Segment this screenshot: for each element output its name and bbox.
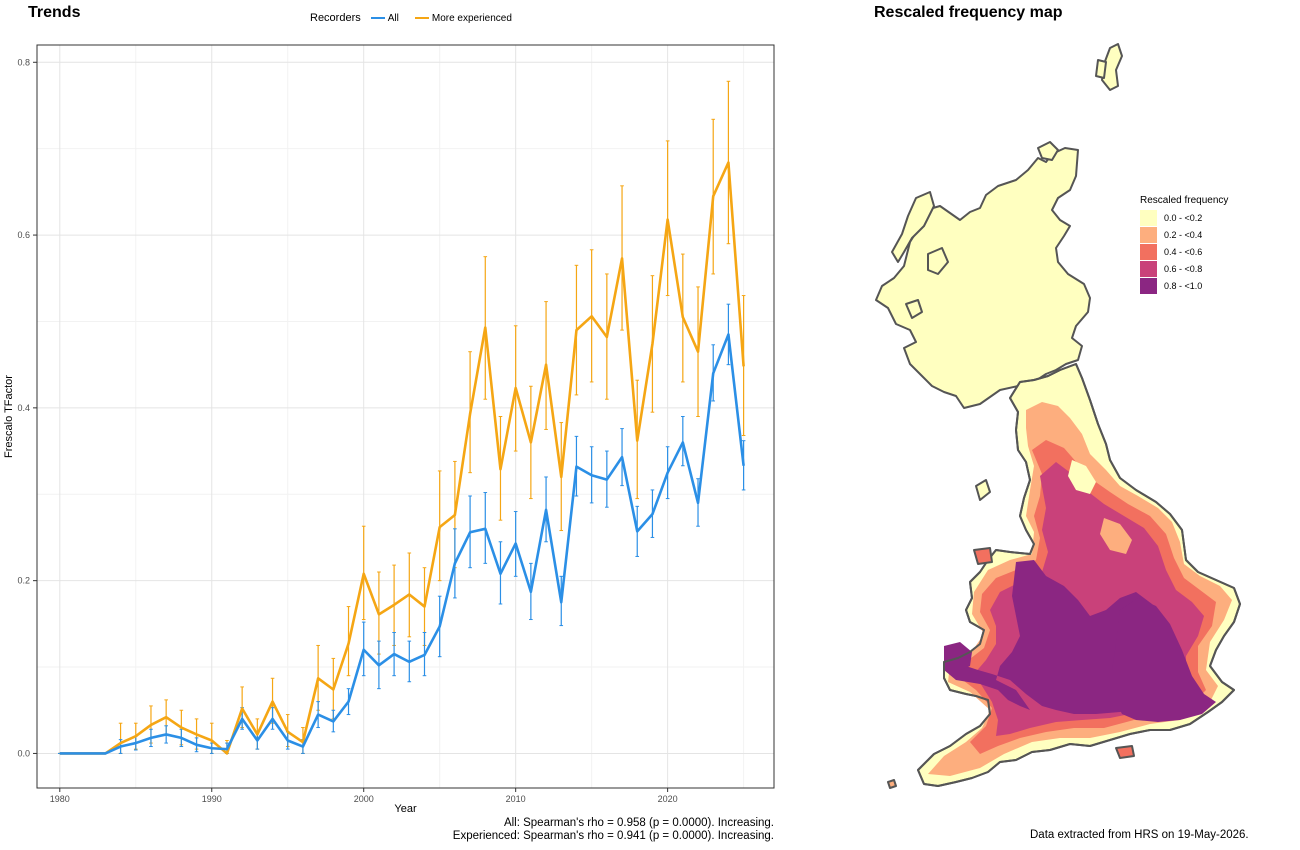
map-legend-swatch [1140, 277, 1157, 294]
map-zone-yellow-patch [1068, 460, 1096, 494]
map-skye [927, 247, 949, 275]
trends-title: Trends [28, 4, 81, 21]
map-isle-of-man [975, 479, 991, 501]
map-zone-purple-east [1112, 598, 1216, 722]
x-tick-label: 1980 [50, 794, 70, 804]
map-title: Rescaled frequency map [874, 4, 1063, 21]
map-legend-item-2: 0.4 - <0.6 [1140, 243, 1230, 260]
stats-all: All: Spearman's rho = 0.958 (p = 0.0000)… [503, 817, 774, 829]
map-scilly [887, 779, 897, 789]
legend-title: Recorders [310, 12, 361, 24]
map-legend-swatch [1140, 226, 1157, 243]
x-axis-label: Year [394, 803, 417, 815]
map-outline-south [917, 363, 1241, 787]
y-tick-label: 0.2 [17, 576, 30, 586]
trends-chart: 1980 1990 2000 2010 2020 0.0 0.2 0.4 0.6 0.8 Year F… [3, 44, 775, 815]
y-tick-label: 0.8 [17, 57, 30, 67]
map-legend-label: 0.0 - <0.2 [1164, 212, 1203, 223]
series-line-experienced [59, 161, 745, 755]
map-outer-hebrides [891, 191, 935, 263]
map-legend-label: 0.6 - <0.8 [1164, 263, 1203, 274]
map-legend: Rescaled frequency 0.0 - <0.2 0.2 - <0.4 0… [1140, 195, 1230, 294]
stats-text: All: Spearman's rho = 0.958 (p = 0.0000)… [453, 817, 774, 843]
map-zone-yellow-patch-2 [1100, 518, 1132, 554]
x-tick-label: 2020 [658, 794, 678, 804]
map-legend-title: Rescaled frequency [1140, 195, 1229, 206]
legend-label-experienced: More experienced [431, 12, 512, 24]
map-anglesey [973, 547, 993, 565]
map-legend-item-0: 0.0 - <0.2 [1140, 209, 1230, 226]
map-legend-label: 0.2 - <0.4 [1164, 229, 1203, 240]
map-legend-swatch [1140, 209, 1157, 226]
stats-experienced: Experienced: Spearman's rho = 0.941 (p =… [452, 830, 774, 842]
y-axis-label: Frescalo TFactor [3, 375, 15, 458]
map-orkney [1037, 141, 1059, 161]
map-mull [905, 299, 923, 319]
map-legend-item-4: 0.8 - <1.0 [1140, 277, 1230, 294]
map-legend-item-3: 0.6 - <0.8 [1140, 260, 1230, 277]
x-tick-label: 2010 [506, 794, 526, 804]
map-legend-item-1: 0.2 - <0.4 [1140, 226, 1230, 243]
map-legend-swatch [1140, 243, 1157, 260]
map-legend-label: 0.4 - <0.6 [1164, 246, 1203, 257]
legend-line-all [370, 17, 385, 19]
legend-item-all: All [370, 12, 399, 24]
map-scotland [875, 147, 1091, 409]
y-tick-label: 0.0 [17, 748, 30, 758]
legend-line-experienced [414, 17, 429, 19]
map-isle-of-wight [1115, 745, 1135, 759]
series-line-all [59, 333, 745, 755]
frequency-map [875, 43, 1241, 789]
series-legend: Recorders All More experienced [310, 12, 522, 24]
x-tick-label: 2000 [354, 794, 374, 804]
map-legend-swatch [1140, 260, 1157, 277]
plot-panel-border [36, 44, 775, 789]
y-tick-label: 0.6 [17, 230, 30, 240]
map-shetland-west [1095, 59, 1107, 79]
legend-item-experienced: More experienced [414, 12, 512, 24]
x-tick-label: 1990 [202, 794, 222, 804]
y-tick-label: 0.4 [17, 403, 30, 413]
map-legend-label: 0.8 - <1.0 [1164, 280, 1203, 291]
extract-note: Data extracted from HRS on 19-May-2026. [1030, 829, 1249, 841]
legend-label-all: All [387, 12, 399, 24]
